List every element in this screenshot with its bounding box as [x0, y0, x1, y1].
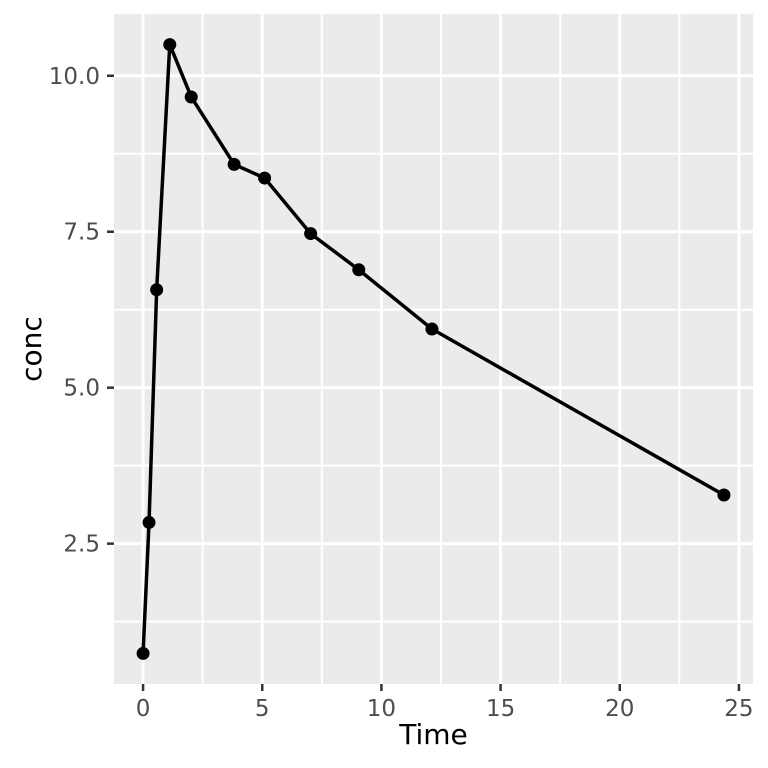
x-tick-label: 15 — [486, 696, 515, 722]
data-point — [258, 171, 272, 185]
data-point — [227, 157, 241, 171]
y-axis-title: conc — [15, 316, 48, 382]
y-tick-label: 10.0 — [49, 64, 100, 90]
data-point — [136, 646, 150, 660]
y-tick-label: 5.0 — [63, 376, 100, 402]
x-tick-label: 10 — [367, 696, 396, 722]
data-point — [425, 322, 439, 336]
data-point — [352, 263, 366, 277]
x-axis-title: Time — [399, 718, 468, 751]
x-tick-label: 0 — [136, 696, 151, 722]
data-point — [150, 283, 164, 297]
data-point — [184, 90, 198, 104]
data-point — [163, 38, 177, 52]
x-tick-label: 20 — [605, 696, 634, 722]
x-tick-label: 5 — [255, 696, 270, 722]
y-tick-label: 7.5 — [63, 220, 100, 246]
panel-background — [114, 14, 753, 684]
x-tick-label: 25 — [724, 696, 753, 722]
data-point — [717, 488, 731, 502]
data-point — [304, 227, 318, 241]
data-point — [142, 515, 156, 529]
y-tick-label: 2.5 — [63, 532, 100, 558]
